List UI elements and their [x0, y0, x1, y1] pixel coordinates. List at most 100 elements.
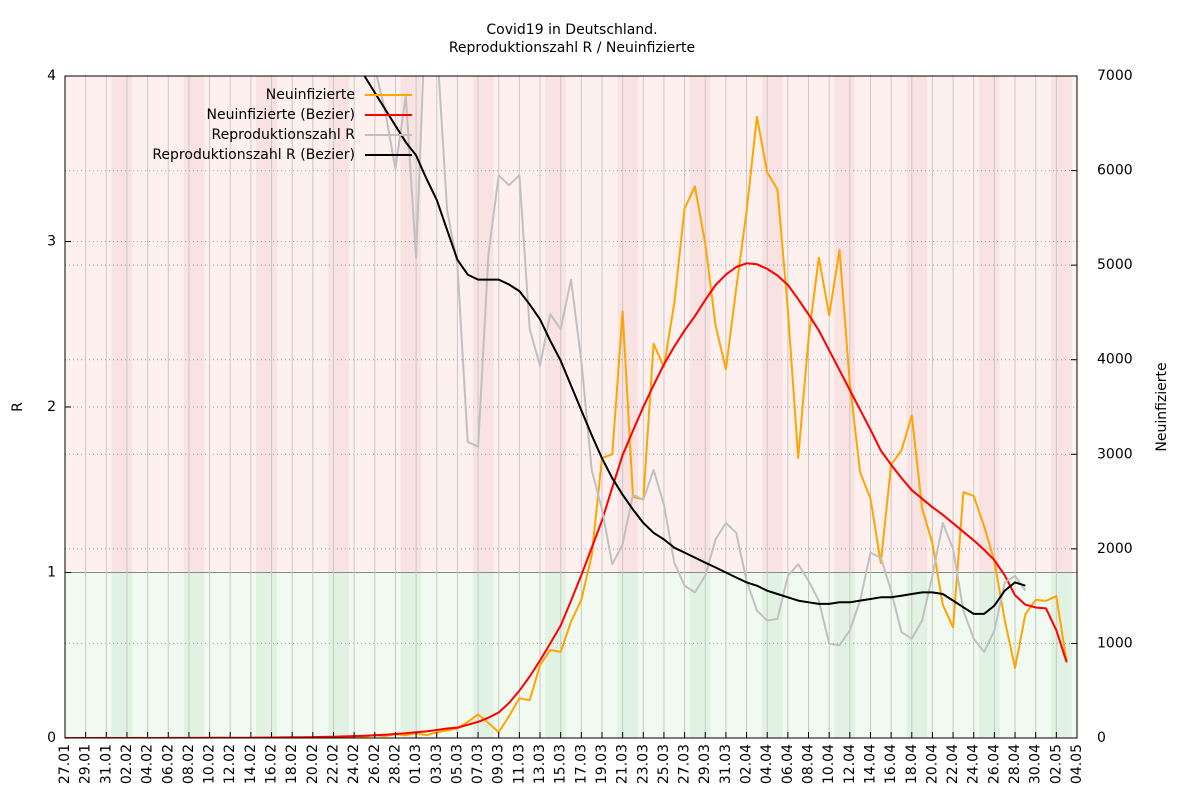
x-tick-label: 21.03 — [615, 744, 631, 784]
weekend-stripe — [400, 76, 422, 573]
weekend-stripe — [834, 572, 855, 738]
weekend-stripe — [762, 572, 783, 738]
weekend-stripe — [762, 76, 783, 573]
y2-tick-label: 7000 — [1097, 68, 1133, 84]
y2-tick-label: 0 — [1097, 730, 1106, 746]
y-tick-label: 2 — [47, 399, 56, 415]
x-tick-label: 02.02 — [119, 744, 135, 784]
x-tick-label: 15.03 — [553, 744, 569, 784]
x-tick-label: 05.03 — [449, 744, 465, 784]
x-tick-label: 02.04 — [739, 744, 755, 784]
y-tick-label: 0 — [47, 730, 56, 746]
x-tick-label: 11.03 — [511, 744, 527, 784]
y2-tick-label: 6000 — [1097, 163, 1133, 179]
plot-background — [65, 76, 1077, 738]
x-tick-label: 31.01 — [98, 744, 114, 784]
x-tick-label: 12.02 — [222, 744, 238, 784]
y-axis-label: R — [10, 402, 26, 412]
x-tick-label: 12.04 — [842, 744, 858, 784]
weekend-stripe — [906, 76, 928, 573]
weekend-stripe — [472, 76, 494, 573]
weekend-stripe — [978, 572, 1000, 738]
y2-tick-label: 3000 — [1097, 446, 1133, 462]
x-tick-label: 18.04 — [904, 744, 920, 784]
weekend-stripe — [1051, 76, 1072, 573]
x-tick-label: 27.03 — [677, 744, 693, 784]
y-tick-label: 3 — [47, 234, 56, 250]
legend-label: Reproduktionszahl R — [212, 127, 356, 143]
x-tick-label: 10.04 — [821, 744, 837, 784]
x-tick-label: 27.01 — [57, 744, 73, 784]
x-tick-label: 10.02 — [202, 744, 218, 784]
y2-tick-label: 5000 — [1097, 257, 1133, 273]
x-tick-label: 09.03 — [491, 744, 507, 784]
weekend-stripe — [256, 572, 277, 738]
x-tick-label: 23.03 — [635, 744, 651, 784]
weekend-stripe — [472, 572, 494, 738]
x-tick-label: 20.02 — [305, 744, 321, 784]
x-tick-label: 18.02 — [284, 744, 300, 784]
x-tick-label: 22.02 — [325, 744, 341, 784]
x-tick-label: 20.04 — [924, 744, 940, 784]
x-tick-label: 26.04 — [986, 744, 1002, 784]
weekend-stripe — [978, 76, 1000, 573]
x-tick-label: 02.05 — [1048, 744, 1064, 784]
weekend-stripe — [545, 572, 566, 738]
weekend-stripe — [906, 572, 928, 738]
weekend-stripe — [111, 572, 133, 738]
x-tick-label: 28.04 — [1007, 744, 1023, 784]
x-tick-label: 06.02 — [160, 744, 176, 784]
y2-tick-label: 2000 — [1097, 541, 1133, 557]
x-tick-label: 31.03 — [718, 744, 734, 784]
weekend-stripe — [111, 76, 133, 573]
weekend-stripe — [183, 572, 205, 738]
y-tick-label: 4 — [47, 68, 56, 84]
legend-label: Neuinfizierte — [266, 87, 355, 103]
chart-title: Covid19 in Deutschland. — [486, 22, 657, 38]
chart-subtitle: Reproduktionszahl R / Neuinfizierte — [449, 40, 695, 56]
x-tick-label: 16.02 — [264, 744, 280, 784]
x-tick-label: 30.04 — [1028, 744, 1044, 784]
x-tick-label: 16.04 — [883, 744, 899, 784]
x-tick-label: 03.03 — [429, 744, 445, 784]
x-tick-label: 19.03 — [594, 744, 610, 784]
y2-tick-label: 1000 — [1097, 635, 1133, 651]
axes: 27.01 29.01 31.01 02.02 04.02 06.02 08.02 10.02… — [47, 68, 1133, 784]
weekend-stripe — [328, 572, 349, 738]
x-tick-label: 17.03 — [573, 744, 589, 784]
x-tick-label: 29.03 — [697, 744, 713, 784]
legend: Neuinfizierte Neuinfizierte (Bezier) Repro… — [152, 87, 412, 163]
weekend-stripe — [400, 572, 422, 738]
weekend-stripe — [689, 572, 711, 738]
series-line — [363, 76, 1026, 615]
y-tick-label: 1 — [47, 565, 56, 581]
series-line — [65, 115, 1068, 738]
x-tick-label: 07.03 — [470, 744, 486, 784]
weekend-stripe — [689, 76, 711, 573]
x-tick-label: 14.02 — [243, 744, 259, 784]
x-tick-label: 01.03 — [408, 744, 424, 784]
x-tick-label: 25.03 — [656, 744, 672, 784]
y2-axis-label: Neuinfizierte — [1154, 362, 1170, 451]
y2-tick-label: 4000 — [1097, 352, 1133, 368]
legend-label: Neuinfizierte (Bezier) — [207, 107, 355, 123]
x-tick-label: 04.02 — [140, 744, 156, 784]
x-tick-label: 08.02 — [181, 744, 197, 784]
series-line — [375, 76, 1027, 653]
x-tick-label: 04.05 — [1069, 744, 1085, 784]
x-tick-label: 29.01 — [78, 744, 94, 784]
x-tick-label: 22.04 — [945, 744, 961, 784]
grid — [64, 75, 1078, 739]
x-tick-label: 28.02 — [387, 744, 403, 784]
weekend-stripe — [617, 572, 639, 738]
x-tick-label: 04.04 — [759, 744, 775, 784]
legend-label: Reproduktionszahl R (Bezier) — [152, 147, 355, 163]
x-tick-label: 24.02 — [346, 744, 362, 784]
x-tick-label: 06.04 — [780, 744, 796, 784]
x-tick-label: 14.04 — [862, 744, 878, 784]
x-tick-label: 26.02 — [367, 744, 383, 784]
x-tick-label: 13.03 — [532, 744, 548, 784]
x-tick-label: 24.04 — [966, 744, 982, 784]
x-tick-label: 08.04 — [801, 744, 817, 784]
